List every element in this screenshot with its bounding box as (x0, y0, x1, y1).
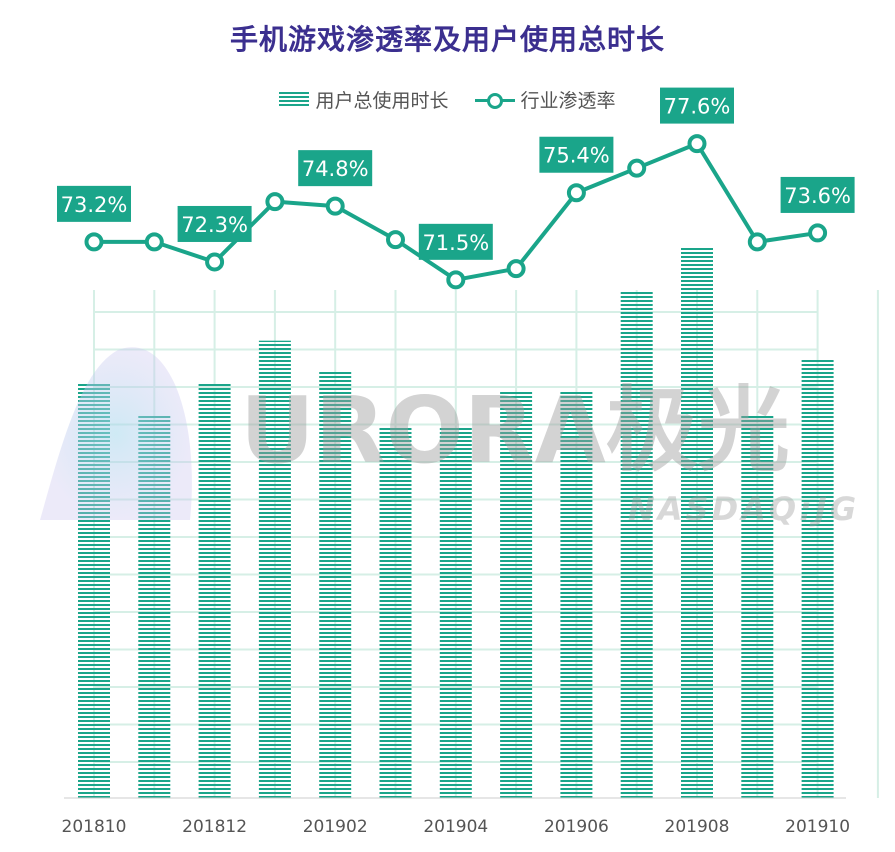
data-label-box (177, 205, 252, 242)
line-point-201812 (205, 252, 225, 272)
bar-201812 (198, 383, 231, 798)
legend-bar-label: 用户总使用时长 (315, 90, 449, 112)
line-series (84, 134, 828, 290)
line-point-201910 (808, 223, 828, 243)
data-label: 75.4% (543, 144, 610, 168)
x-axis: 201810 201812 201902 201904 201906 201908 2019… (62, 797, 850, 837)
legend: 用户总使用时长 行业渗透率 (0, 86, 895, 113)
bar-201909 (741, 414, 774, 798)
data-label: 74.8% (302, 157, 369, 181)
bar-201905 (500, 390, 533, 798)
line-point-201902 (325, 196, 345, 216)
data-labels: 73.2% 72.3% 74.8% 71.5% 75.4% 77.6% 73.6% (57, 87, 855, 260)
bar-201902 (319, 371, 352, 798)
data-label: 73.6% (784, 184, 851, 208)
x-tick-label: 201906 (544, 817, 609, 837)
legend-bar-swatch-icon (279, 91, 310, 108)
data-label-box (780, 176, 855, 213)
bar-201906 (560, 390, 593, 798)
chart-title: 手机游戏渗透率及用户使用总时长 (229, 23, 665, 56)
x-tick-label: 201904 (423, 817, 488, 837)
legend-line-label: 行业渗透率 (520, 90, 616, 112)
line-point-201811 (144, 232, 164, 252)
data-label-box (57, 185, 131, 222)
line-point-201909 (747, 232, 767, 252)
data-label: 73.2% (61, 193, 128, 217)
data-label-box (418, 223, 493, 260)
data-label-box (660, 87, 734, 124)
bar-series (78, 247, 834, 799)
line-point-201904 (446, 270, 466, 290)
x-tick-label: 201812 (182, 817, 247, 837)
line-point-201906 (566, 183, 586, 203)
bar-201907 (620, 291, 653, 798)
bar-201901 (258, 340, 291, 798)
legend-line-swatch-icon (474, 92, 515, 109)
line-point-201907 (627, 158, 647, 178)
x-tick-label: 201910 (785, 817, 850, 837)
watermark-brand: URORA极光 (240, 377, 790, 484)
data-label-box (298, 150, 373, 187)
bar-201910 (801, 359, 834, 798)
bar-201908 (681, 247, 713, 799)
watermark: URORA极光 NASDAQ:JG (40, 347, 859, 528)
watermark-ticker: NASDAQ:JG (628, 490, 859, 528)
bar-201903 (379, 427, 412, 798)
line-point-201810 (84, 232, 104, 252)
x-tick-label: 201908 (665, 817, 730, 837)
bar-201904 (439, 427, 472, 798)
x-tick-label: 201902 (303, 817, 368, 837)
line-point-201908 (687, 134, 707, 154)
legend-item-bar: 用户总使用时长 (279, 86, 449, 113)
watermark-logo-icon (40, 347, 192, 520)
x-tick-label: 201810 (62, 817, 127, 837)
line-point-201905 (506, 259, 526, 279)
line-point-201903 (386, 230, 405, 250)
data-label: 72.3% (181, 213, 248, 237)
data-label: 77.6% (664, 95, 731, 119)
data-label: 71.5% (422, 231, 489, 255)
line-point-201901 (265, 192, 285, 212)
legend-item-line: 行业渗透率 (474, 86, 616, 113)
data-label-box (539, 136, 614, 173)
